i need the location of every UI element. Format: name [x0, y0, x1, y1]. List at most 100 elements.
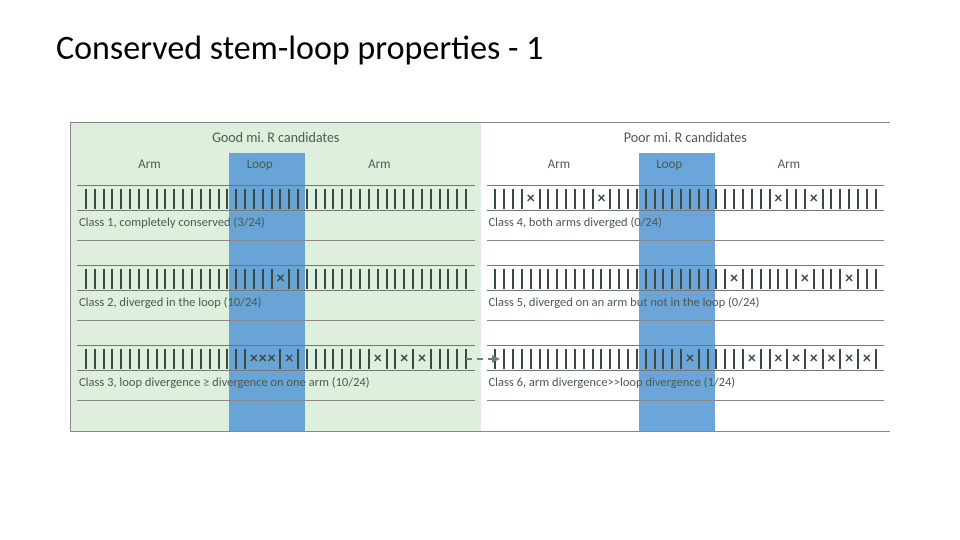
conserved-tick-icon — [191, 269, 193, 289]
conserved-tick-icon — [447, 189, 449, 209]
conserved-tick-icon — [521, 269, 523, 289]
mismatch-x-icon: × — [862, 349, 872, 369]
conserved-tick-icon — [244, 349, 246, 369]
sequence-row: ×××× — [487, 185, 885, 211]
conserved-tick-icon — [200, 269, 202, 289]
class-2-block: × Class 2, diverged in the loop (10/24) — [71, 265, 481, 335]
conserved-tick-icon — [503, 349, 505, 369]
conserved-tick-icon — [394, 189, 396, 209]
conserved-tick-icon — [465, 189, 467, 209]
conserved-tick-icon — [654, 349, 656, 369]
conserved-tick-icon — [760, 349, 762, 369]
conserved-tick-icon — [173, 189, 175, 209]
conserved-tick-icon — [156, 269, 158, 289]
conserved-tick-icon — [857, 269, 859, 289]
mismatch-x-icon: × — [773, 189, 783, 209]
conserved-tick-icon — [804, 349, 806, 369]
conserved-tick-icon — [698, 269, 700, 289]
conserved-tick-icon — [182, 269, 184, 289]
mismatch-x-icon: × — [773, 349, 783, 369]
conserved-tick-icon — [386, 349, 388, 369]
conserved-tick-icon — [839, 189, 841, 209]
conserved-tick-icon — [218, 269, 220, 289]
conserved-tick-icon — [377, 189, 379, 209]
conserved-tick-icon — [209, 349, 211, 369]
conserved-tick-icon — [733, 349, 735, 369]
conserved-tick-icon — [671, 269, 673, 289]
mismatch-x-icon: × — [526, 189, 536, 209]
conserved-tick-icon — [795, 189, 797, 209]
arm-label: Arm — [548, 157, 570, 172]
loop-label: Loop — [247, 157, 273, 172]
conserved-tick-icon — [839, 349, 841, 369]
conserved-tick-icon — [253, 189, 255, 209]
conserved-tick-icon — [583, 349, 585, 369]
conserved-tick-icon — [618, 189, 620, 209]
conserved-tick-icon — [539, 189, 541, 209]
conserved-tick-icon — [129, 349, 131, 369]
conserved-tick-icon — [494, 189, 496, 209]
conserved-tick-icon — [618, 269, 620, 289]
conserved-tick-icon — [297, 349, 299, 369]
panel-good-candidates: Good mi. R candidates Arm Loop Arm Class… — [71, 123, 481, 431]
conserved-tick-icon — [394, 269, 396, 289]
conserved-tick-icon — [592, 349, 594, 369]
conserved-tick-icon — [164, 269, 166, 289]
conserved-tick-icon — [671, 349, 673, 369]
conserved-tick-icon — [138, 349, 140, 369]
mismatch-x-icon: × — [844, 269, 854, 289]
conserved-tick-icon — [288, 189, 290, 209]
conserved-tick-icon — [574, 269, 576, 289]
conserved-tick-icon — [85, 189, 87, 209]
conserved-tick-icon — [359, 269, 361, 289]
conserved-tick-icon — [662, 349, 664, 369]
conserved-tick-icon — [733, 189, 735, 209]
conserved-tick-icon — [421, 189, 423, 209]
conserved-tick-icon — [182, 189, 184, 209]
conserved-tick-icon — [786, 269, 788, 289]
column-labels-right: Arm Loop Arm — [481, 157, 891, 175]
conserved-tick-icon — [147, 189, 149, 209]
conserved-tick-icon — [439, 269, 441, 289]
conserved-tick-icon — [368, 269, 370, 289]
conserved-tick-icon — [138, 269, 140, 289]
conserved-tick-icon — [324, 269, 326, 289]
conserved-tick-icon — [164, 189, 166, 209]
conserved-tick-icon — [512, 349, 514, 369]
conserved-tick-icon — [839, 269, 841, 289]
conserved-tick-icon — [698, 349, 700, 369]
conserved-tick-icon — [129, 189, 131, 209]
conserved-tick-icon — [600, 349, 602, 369]
conserved-tick-icon — [645, 269, 647, 289]
conserved-tick-icon — [332, 189, 334, 209]
conserved-tick-icon — [565, 349, 567, 369]
class-1-block: Class 1, completely conserved (3/24) — [71, 185, 481, 255]
class-4-block: ×××× Class 4, both arms diverged (0/24) — [481, 185, 891, 255]
conserved-tick-icon — [191, 189, 193, 209]
conserved-tick-icon — [324, 189, 326, 209]
conserved-tick-icon — [430, 349, 432, 369]
conserved-tick-icon — [636, 349, 638, 369]
conserved-tick-icon — [875, 189, 877, 209]
conserved-tick-icon — [547, 189, 549, 209]
conserved-tick-icon — [218, 349, 220, 369]
conserved-tick-icon — [244, 189, 246, 209]
conserved-tick-icon — [306, 349, 308, 369]
conserved-tick-icon — [368, 349, 370, 369]
conserved-tick-icon — [111, 189, 113, 209]
conserved-tick-icon — [377, 269, 379, 289]
conserved-tick-icon — [583, 269, 585, 289]
class-5-block: ××× Class 5, diverged on an arm but not … — [481, 265, 891, 335]
sequence-row: ××××××× — [77, 345, 475, 371]
conserved-tick-icon — [680, 189, 682, 209]
conserved-tick-icon — [512, 269, 514, 289]
conserved-tick-icon — [786, 189, 788, 209]
conserved-tick-icon — [592, 269, 594, 289]
conserved-tick-icon — [556, 269, 558, 289]
conserved-tick-icon — [769, 349, 771, 369]
conserved-tick-icon — [645, 189, 647, 209]
conserved-tick-icon — [120, 269, 122, 289]
conserved-tick-icon — [547, 269, 549, 289]
conserved-tick-icon — [412, 189, 414, 209]
conserved-tick-icon — [456, 349, 458, 369]
